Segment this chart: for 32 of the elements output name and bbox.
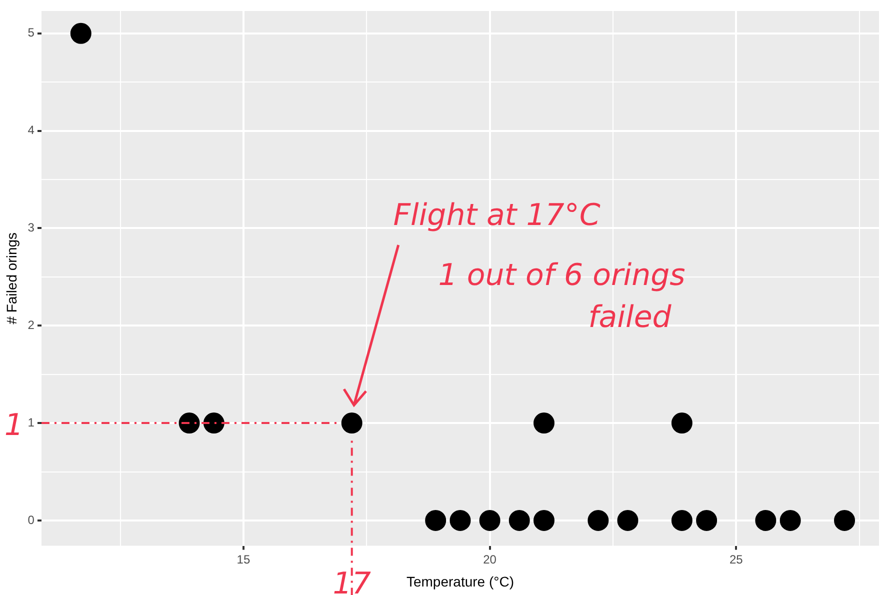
y-tick-label: 3	[28, 220, 35, 235]
point	[508, 510, 530, 531]
y-tick-label: 1	[28, 415, 35, 430]
point	[479, 510, 500, 531]
y-tick-label: 5	[28, 26, 35, 40]
point	[450, 510, 471, 531]
point	[425, 510, 446, 531]
x-tick-label: 25	[729, 552, 744, 566]
annotation: 1 out of 6 orings failed	[438, 258, 686, 335]
x-tick-label: 15	[236, 552, 250, 566]
point	[780, 510, 801, 531]
annotation: Flight at 17°C	[393, 198, 600, 233]
point	[70, 22, 92, 44]
point	[696, 510, 718, 531]
y-axis-title: # Failed orings	[3, 232, 20, 324]
point	[341, 412, 362, 434]
point	[533, 412, 554, 434]
y-tick-label: 4	[28, 123, 35, 138]
x-tick-label: 20	[483, 552, 497, 566]
point	[671, 412, 692, 434]
point	[755, 510, 776, 531]
point	[533, 510, 554, 531]
point	[203, 412, 224, 434]
point	[834, 510, 856, 531]
point	[178, 412, 200, 434]
y-tick-label: 0	[28, 512, 35, 527]
x-axis-title: Temperature (°C)	[406, 573, 514, 590]
ref-line-label: 17	[332, 566, 371, 595]
point	[671, 510, 692, 531]
point	[617, 510, 638, 531]
point	[588, 510, 609, 531]
y-tick-label: 2	[28, 318, 35, 332]
